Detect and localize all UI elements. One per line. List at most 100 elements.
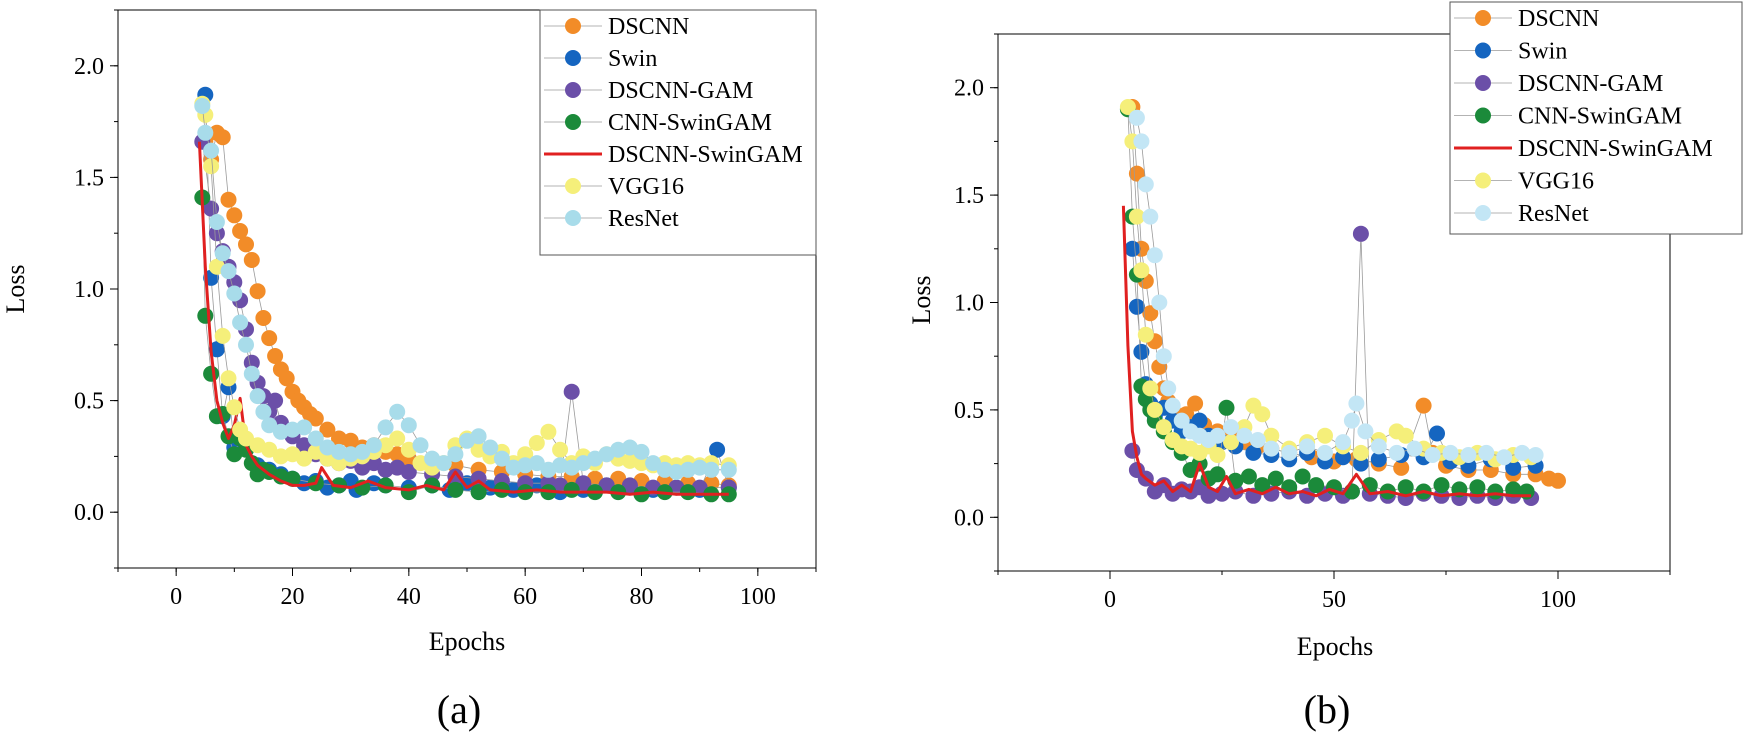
data-point-resnet [720,461,737,478]
legend-label: DSCNN [1518,6,1599,32]
data-point-vgg16 [377,437,394,454]
data-point-resnet [1460,447,1477,463]
data-point-cnn-swingam [1433,477,1450,494]
legend-swatch [1475,75,1491,91]
data-point-dscnn [232,223,249,239]
data-point-dscnn [319,421,336,438]
data-point-vgg16 [552,441,569,458]
panel-a-ticks: 0 20 40 60 80 100 0.0 0.5 1.0 1.5 2.0 [74,9,817,610]
data-point-resnet [255,403,272,420]
data-point-vgg16 [528,435,545,451]
panel-a-series [194,86,737,503]
data-point-vgg16 [1137,326,1154,343]
data-point-resnet [243,365,260,382]
data-point-dscnn-gam [1214,485,1230,502]
data-point-dscnn-gam [243,354,260,371]
legend-swatch [1475,10,1491,26]
data-point-dscnn-gam [575,475,592,492]
panel-b-ytick-label: 1.5 [954,183,984,209]
data-point-dscnn-gam [400,464,417,480]
data-point-resnet [238,336,254,353]
data-point-resnet [1388,444,1405,461]
panel-b-series [1119,99,1566,506]
data-point-resnet [1370,438,1387,455]
panel-a-ytick-label: 0.0 [74,500,104,526]
data-point-resnet [214,245,231,262]
data-point-resnet [400,417,417,434]
legend-swatch [1475,172,1491,189]
data-point-cnn-swingam [470,484,487,501]
data-point-vgg16 [214,327,231,344]
data-point-resnet [1173,412,1190,429]
data-point-vgg16 [1155,419,1172,436]
data-point-vgg16 [203,158,220,175]
data-point-resnet [1406,440,1423,457]
data-point-dscnn [243,252,260,268]
data-point-dscnn-gam [598,477,615,494]
data-point-cnn-swingam [680,484,696,501]
panel-b-ylabel: Loss [907,275,936,324]
data-point-resnet [1281,444,1298,461]
legend-box [1449,1,1743,235]
panel-b-label: (b) [1304,687,1351,732]
data-point-resnet [1209,427,1226,444]
data-point-vgg16 [1317,427,1333,444]
data-point-resnet [296,419,313,436]
data-point-resnet [1514,444,1531,461]
data-point-vgg16 [1142,380,1159,397]
data-point-dscnn-gam [208,225,225,242]
data-point-vgg16 [261,441,278,458]
data-point-resnet [307,430,324,447]
data-point-vgg16 [1128,208,1145,225]
data-point-resnet [1133,133,1150,150]
data-point-cnn-swingam [1240,468,1257,485]
legend-label: CNN-SwinGAM [608,110,772,136]
data-point-resnet [1249,432,1266,448]
data-point-cnn-swingam [1487,483,1504,500]
panel-b-xtick-label: 100 [1540,587,1576,613]
data-point-resnet [1223,419,1239,436]
data-point-dscnn [220,191,237,208]
data-point-cnn-swingam [1469,479,1486,496]
data-point-dscnn [610,470,627,487]
panel-a-xtick-label: 0 [170,584,182,610]
data-point-vgg16 [1209,447,1226,463]
panel-a-ytick-label: 0.5 [74,389,104,415]
data-point-swin [709,441,726,458]
data-point-resnet [1146,247,1163,264]
data-point-dscnn [1415,397,1432,414]
data-point-resnet [261,417,278,434]
legend-swatch [1475,42,1491,59]
data-point-resnet [1142,208,1159,225]
data-point-resnet [703,461,720,478]
data-point-vgg16 [540,423,557,440]
data-point-dscnn [267,348,284,364]
data-point-resnet [1299,438,1316,455]
data-point-dscnn [1187,395,1204,412]
data-point-dscnn-gam [563,383,580,400]
panel-b-ytick-label: 2.0 [954,76,984,102]
data-point-swin [208,341,225,358]
data-point-vgg16 [1397,427,1414,444]
data-point-dscnn [238,236,254,253]
data-point-swin [1133,343,1150,360]
data-point-resnet [208,214,225,230]
data-point-resnet [377,419,394,436]
data-point-resnet [232,314,249,331]
legend-swatch [565,114,581,130]
data-point-cnn-swingam [1218,399,1235,416]
data-point-cnn-swingam [447,481,464,498]
data-point-resnet [197,124,214,141]
data-point-dscnn [656,473,673,489]
data-point-cnn-swingam [1308,477,1325,494]
data-point-resnet [1155,348,1172,365]
data-point-dscnn [1128,165,1145,182]
panel-a-label: (a) [437,687,481,732]
panel-a-ytick-label: 1.0 [74,277,104,303]
legend-label: CNN-SwinGAM [1518,104,1682,130]
legend-swatch [1475,107,1491,124]
data-point-cnn-swingam [1397,479,1414,496]
data-point-dscnn [249,283,266,300]
data-point-dscnn [307,410,324,427]
